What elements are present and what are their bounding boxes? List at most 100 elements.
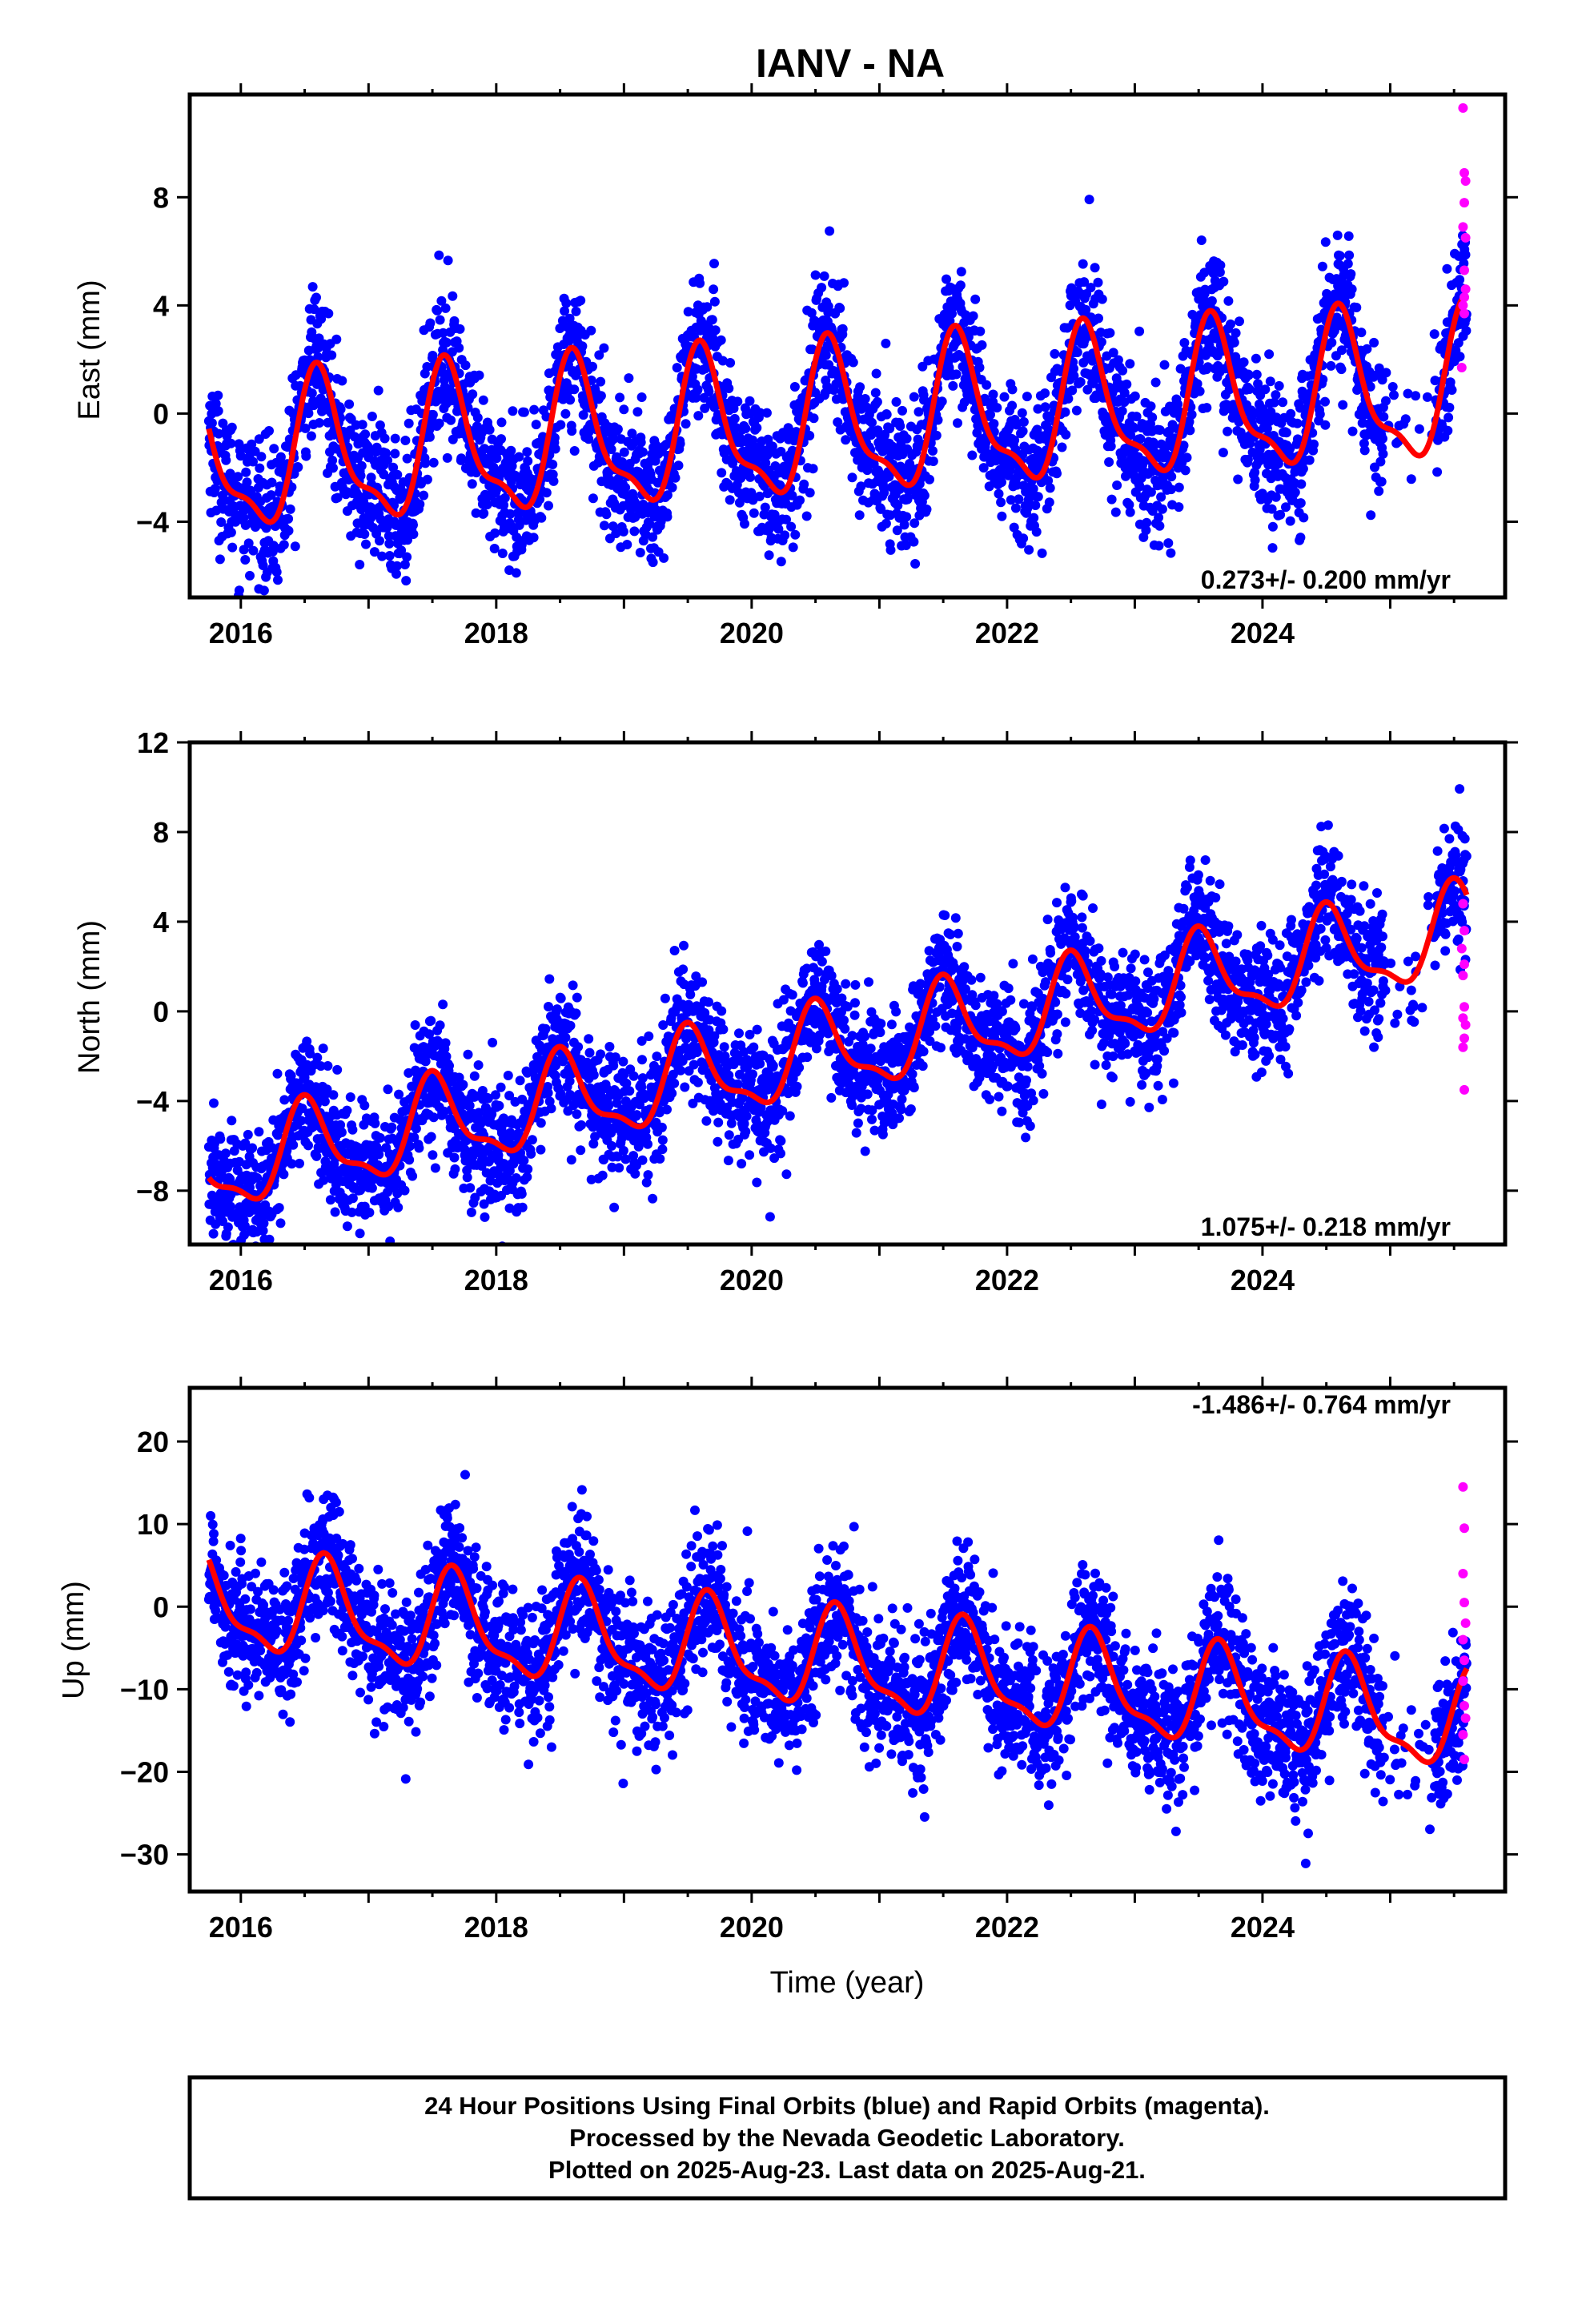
final-orbit-point (387, 1122, 397, 1132)
final-orbit-point (383, 1084, 393, 1095)
final-orbit-point (870, 388, 881, 398)
final-orbit-point (271, 567, 282, 577)
final-orbit-point (709, 259, 719, 269)
final-orbit-point (1018, 416, 1029, 427)
final-orbit-point (968, 311, 978, 321)
final-orbit-point (681, 419, 691, 429)
final-orbit-point (1443, 425, 1453, 436)
final-orbit-point (323, 1061, 333, 1071)
final-orbit-point (266, 490, 276, 501)
final-orbit-point (615, 392, 625, 403)
final-orbit-point (434, 418, 444, 428)
final-orbit-point (975, 326, 986, 336)
final-orbit-point (355, 1228, 365, 1239)
final-orbit-point (1084, 195, 1094, 205)
final-orbit-point (725, 358, 736, 368)
final-orbit-point (546, 1104, 556, 1114)
final-orbit-point (384, 538, 395, 549)
final-orbit-point (630, 1168, 640, 1179)
y-tick-label: 0 (153, 397, 169, 430)
final-orbit-point (274, 1203, 284, 1213)
final-orbit-point (247, 1143, 258, 1153)
final-orbit-point (235, 451, 246, 461)
final-orbit-point (273, 1259, 283, 1269)
final-orbit-point (269, 444, 279, 454)
final-orbit-point (1031, 527, 1042, 537)
final-orbit-point (669, 946, 680, 955)
final-orbit-point (248, 545, 259, 556)
final-orbit-point (314, 418, 324, 428)
final-orbit-point (500, 493, 510, 503)
final-orbit-point (484, 424, 495, 435)
final-orbit-point (1147, 412, 1158, 423)
final-orbit-point (328, 1090, 339, 1100)
final-orbit-point (841, 435, 851, 445)
final-orbit-point (572, 992, 582, 1003)
final-orbit-point (428, 409, 438, 420)
final-orbit-point (1338, 400, 1348, 410)
final-orbit-point (1207, 296, 1217, 306)
final-orbit-point (356, 460, 367, 471)
final-orbit-point (516, 1188, 527, 1199)
final-orbit-point (724, 384, 734, 393)
final-orbit-point (624, 1086, 635, 1096)
final-orbit-point (505, 509, 516, 519)
final-orbit-point (1040, 388, 1050, 398)
final-orbit-point (337, 376, 347, 386)
final-orbit-point (465, 1183, 476, 1193)
final-orbit-point (1159, 360, 1170, 370)
final-orbit-point (795, 495, 805, 505)
final-orbit-point (604, 1100, 614, 1111)
final-orbit-point (430, 1163, 440, 1173)
final-orbit-point (1295, 498, 1306, 509)
y-tick-label: 8 (153, 181, 169, 214)
final-orbit-point (687, 372, 697, 382)
final-orbit-point (588, 1070, 599, 1080)
final-orbit-point (342, 1221, 352, 1232)
final-orbit-point (1326, 360, 1336, 371)
final-orbit-point (1274, 380, 1284, 391)
final-orbit-point (733, 396, 743, 407)
final-orbit-point (601, 509, 612, 520)
final-orbit-point (609, 1202, 620, 1212)
rapid-orbit-point (1460, 284, 1471, 295)
final-orbit-point (1296, 479, 1307, 489)
final-orbit-point (221, 455, 231, 465)
final-orbit-point (344, 399, 355, 409)
final-orbit-point (469, 1071, 480, 1081)
final-orbit-point (693, 411, 704, 421)
final-orbit-point (566, 1155, 576, 1165)
final-orbit-point (402, 552, 412, 562)
final-orbit-point (210, 484, 220, 494)
final-orbit-point (490, 528, 500, 538)
final-orbit-point (1411, 391, 1421, 401)
final-orbit-point (867, 417, 877, 428)
final-orbit-point (790, 529, 801, 540)
y-tick-label: −4 (136, 505, 169, 538)
final-orbit-point (1389, 390, 1399, 400)
final-orbit-point (422, 474, 432, 485)
final-orbit-point (1112, 480, 1122, 490)
final-orbit-point (648, 532, 658, 542)
final-orbit-point (651, 440, 661, 450)
panel-east-final-orbit-points (203, 195, 1472, 597)
final-orbit-point (1010, 503, 1021, 513)
final-orbit-point (942, 274, 951, 284)
final-orbit-point (948, 380, 958, 391)
final-orbit-point (1218, 448, 1228, 458)
final-orbit-point (1251, 369, 1262, 380)
final-orbit-point (584, 434, 594, 444)
final-orbit-point (391, 561, 402, 571)
final-orbit-point (1264, 349, 1275, 360)
final-orbit-point (367, 1183, 377, 1193)
final-orbit-point (632, 407, 643, 417)
final-orbit-point (1142, 517, 1152, 528)
final-orbit-point (956, 267, 966, 277)
x-tick-label: 2018 (464, 617, 528, 649)
final-orbit-point (404, 1155, 415, 1165)
final-orbit-point (933, 415, 943, 425)
final-orbit-point (1106, 441, 1116, 452)
final-orbit-point (506, 445, 516, 456)
final-orbit-point (213, 406, 223, 416)
